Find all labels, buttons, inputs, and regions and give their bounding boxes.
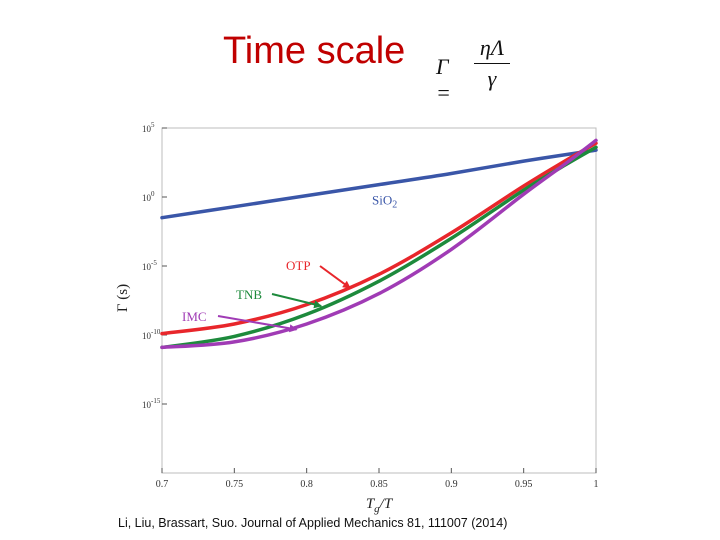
y-axis-title: Γ (s) — [115, 284, 131, 312]
x-tick-label: 1 — [594, 479, 599, 490]
citation-caption: Li, Liu, Brassart, Suo. Journal of Appli… — [118, 516, 508, 530]
y-tick-base: 10 — [142, 124, 152, 134]
series-label-sio2-subscript: 2 — [392, 200, 397, 211]
series-lines — [160, 138, 598, 350]
x-tick-label: 0.9 — [445, 479, 458, 490]
fraction-bar — [474, 63, 510, 64]
y-tick-label: 10-15 — [142, 397, 161, 410]
y-tick-exponent: 0 — [151, 190, 155, 198]
y-tick-exponent: -5 — [151, 259, 157, 267]
y-tick-label: 10-5 — [142, 259, 157, 272]
series-arrow-imc — [217, 315, 298, 333]
y-tick-exponent: -15 — [151, 397, 161, 405]
y-tick-base: 10 — [142, 193, 152, 203]
x-axis-title-var: T — [366, 496, 376, 512]
x-tick-label: 0.85 — [370, 479, 388, 490]
series-arrow-otp — [319, 265, 351, 289]
formula-numerator: ηΛ — [479, 35, 505, 60]
y-tick-base: 10 — [142, 262, 152, 272]
x-tick-label: 0.7 — [156, 479, 169, 490]
y-tick-label: 100 — [142, 190, 155, 203]
axis-titles: Tg/T Γ (s) — [115, 284, 394, 515]
formula-lhs: Γ = — [436, 54, 451, 105]
axis-ticks: 0.7 0.75 0.8 0.85 0.9 0.95 110510010-510-1010-… — [142, 121, 599, 490]
x-tick-label: 0.95 — [515, 479, 533, 490]
series-line-sio2 — [160, 148, 598, 220]
formula-denominator: γ — [487, 66, 497, 91]
y-tick-exponent: -10 — [151, 328, 161, 336]
y-tick-base: 10 — [142, 400, 152, 410]
annotations: SiO2 OTP TNB IMC — [182, 193, 397, 333]
y-tick-base: 10 — [142, 331, 152, 341]
slide-title: Time scale — [223, 30, 406, 72]
x-tick-label: 0.8 — [300, 479, 313, 490]
x-tick-label: 0.75 — [226, 479, 244, 490]
series-arrow-tnb — [271, 293, 323, 309]
x-axis-title-subscript: g — [374, 503, 380, 515]
series-label-otp: OTP — [286, 258, 311, 273]
formula-fraction: ηΛ γ — [474, 36, 510, 91]
x-axis-title: Tg/T — [366, 496, 394, 515]
y-tick-label: 10-10 — [142, 328, 161, 341]
series-label-sio2-main: SiO — [372, 193, 392, 208]
series-label-tnb: TNB — [236, 287, 262, 302]
y-tick-label: 105 — [142, 121, 155, 134]
series-label-sio2: SiO2 — [372, 193, 397, 211]
series-label-imc: IMC — [182, 309, 207, 324]
series-line-imc — [160, 138, 598, 350]
y-tick-exponent: 5 — [151, 121, 155, 129]
series-line-otp — [160, 141, 598, 336]
x-axis-title-rest: /T — [379, 496, 394, 512]
